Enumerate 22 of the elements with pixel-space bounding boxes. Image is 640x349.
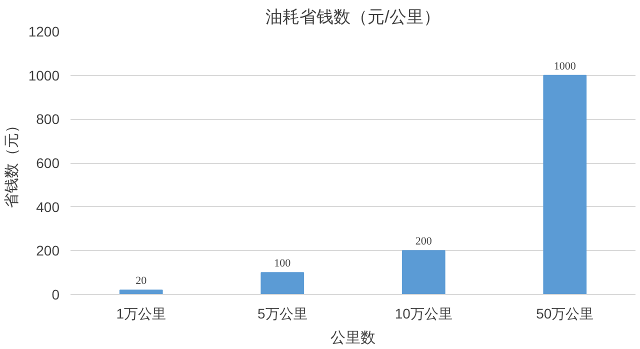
y-tick-label: 0 <box>52 286 60 302</box>
bar <box>119 290 163 294</box>
x-tick-label: 10万公里 <box>394 306 452 322</box>
y-tick-label: 200 <box>36 242 60 259</box>
x-tick-label: 50万公里 <box>536 306 594 322</box>
y-tick-label: 800 <box>36 111 60 128</box>
y-tick-label: 600 <box>36 155 60 171</box>
chart-title: 油耗省钱数（元/公里） <box>266 8 440 26</box>
bar <box>260 272 304 294</box>
bar <box>402 250 446 294</box>
data-label: 20 <box>136 275 148 288</box>
y-axis-title: 省钱数（元） <box>3 118 20 208</box>
x-tick-label: 5万公里 <box>257 306 308 322</box>
y-tick-label: 1000 <box>28 67 60 84</box>
y-tick-label: 400 <box>36 198 60 215</box>
x-axis-title: 公里数 <box>330 330 376 346</box>
x-tick-label: 1万公里 <box>116 306 166 322</box>
bar <box>543 74 587 294</box>
data-label: 200 <box>415 236 432 248</box>
data-label: 1000 <box>554 60 576 72</box>
y-tick-label: 1200 <box>28 24 60 40</box>
data-label: 100 <box>274 258 292 270</box>
